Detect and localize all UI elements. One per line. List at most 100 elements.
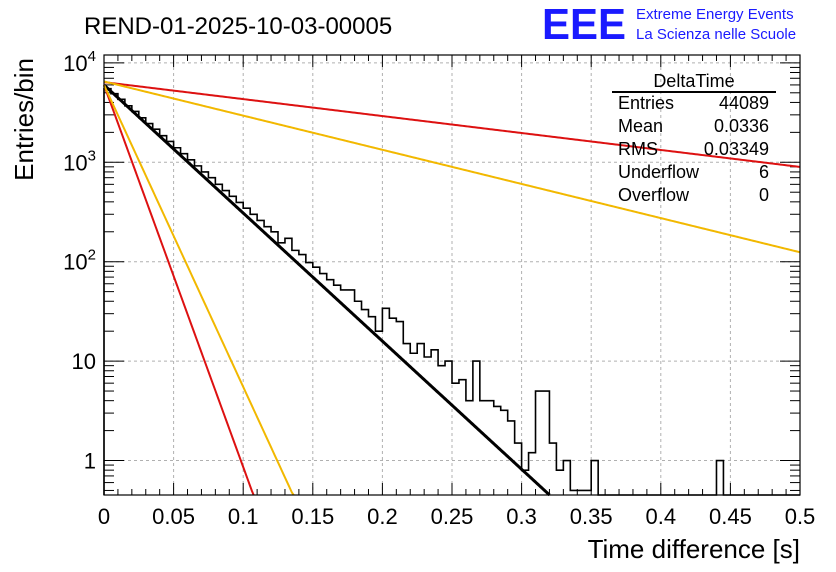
x-tick-label: 0.4 — [646, 504, 677, 529]
histogram-bin — [445, 361, 452, 495]
histogram-bin — [201, 172, 208, 495]
histogram-bin — [194, 166, 201, 495]
histogram-bin — [459, 380, 466, 495]
stats-label-entries: Entries — [618, 93, 674, 113]
histogram-bin — [306, 263, 313, 495]
x-tick-label: 0.35 — [570, 504, 613, 529]
histogram-bin — [153, 129, 160, 495]
histogram-bin — [327, 280, 334, 495]
histogram-bin — [536, 391, 543, 495]
histogram-bin — [229, 196, 236, 495]
histogram-bin — [563, 461, 570, 495]
stats-label-rms: RMS — [618, 139, 658, 159]
stats-value-mean: 0.0336 — [714, 116, 769, 136]
stats-box: DeltaTime Entries 44089 Mean 0.0336 RMS 0.033… — [612, 71, 776, 205]
histogram-bin — [542, 391, 549, 495]
histogram-bin — [396, 322, 403, 495]
x-tick-label: 0.15 — [291, 504, 334, 529]
x-tick-label: 0.05 — [152, 504, 195, 529]
histogram-bin — [466, 401, 473, 495]
histogram-bin — [341, 290, 348, 495]
y-tick-label: 103 — [63, 147, 96, 175]
stats-value-overflow: 0 — [759, 185, 769, 205]
y-tick-label: 102 — [63, 247, 96, 275]
histogram-bin — [529, 453, 536, 495]
histogram-bin — [410, 353, 417, 495]
histogram-bin — [111, 94, 118, 495]
curve-orange_shallow — [103, 80, 801, 254]
histogram-bin — [438, 366, 445, 495]
histogram-bin — [431, 350, 438, 495]
histogram-bin — [278, 243, 285, 495]
histogram-bin — [292, 250, 299, 495]
histogram-bin — [591, 461, 598, 495]
histogram-bin — [348, 290, 355, 495]
histogram-bin — [334, 285, 341, 495]
axis-ticks — [103, 55, 801, 495]
histogram-bin — [424, 357, 431, 495]
x-tick-label: 0.45 — [709, 504, 752, 529]
chart-title: REND-01-2025-10-03-00005 — [84, 13, 392, 40]
x-tick-label: 0.2 — [367, 504, 398, 529]
histogram-bin — [417, 344, 424, 495]
logo-line-2: La Scienza nelle Scuole — [636, 26, 796, 43]
histogram-bin — [368, 317, 375, 495]
x-axis-title: Time difference [s] — [588, 534, 800, 564]
x-tick-label: 0 — [98, 504, 110, 529]
x-tick-label: 0.1 — [228, 504, 259, 529]
x-tick-label: 0.25 — [431, 504, 474, 529]
histogram-bin — [160, 136, 167, 495]
histogram-bin — [320, 274, 327, 495]
histogram-bin — [257, 220, 264, 495]
y-tick-label: 10 — [72, 349, 96, 374]
histogram-bin — [389, 318, 396, 495]
histogram-bin — [174, 148, 181, 495]
histogram-bin — [125, 106, 132, 495]
histogram-bin — [480, 401, 487, 495]
histogram-bin — [167, 141, 174, 495]
histogram-bin — [355, 301, 362, 495]
stats-label-mean: Mean — [618, 116, 663, 136]
grid-lines — [104, 55, 800, 495]
stats-title: DeltaTime — [653, 71, 734, 91]
y-tick-label: 104 — [63, 48, 96, 76]
histogram-bin — [556, 470, 563, 495]
curve-orange_steep — [103, 84, 295, 496]
stats-label-overflow: Overflow — [618, 185, 690, 205]
histogram-bin — [299, 255, 306, 495]
stats-value-entries: 44089 — [719, 93, 769, 113]
histogram-bin — [285, 238, 292, 495]
curve-red_shallow — [103, 81, 801, 168]
curve-red_steep — [103, 84, 255, 496]
histogram-bin — [549, 443, 556, 495]
x-tick-label: 0.5 — [785, 504, 816, 529]
histogram-bin — [452, 383, 459, 495]
histogram-bin — [264, 227, 271, 495]
histogram-bin — [250, 214, 257, 495]
fit-curves-layer — [102, 80, 801, 497]
plot-frame — [103, 54, 801, 496]
histogram-bin — [716, 461, 723, 495]
histogram-bin — [382, 308, 389, 495]
eee-logo: EEE Extreme Energy Events La Scienza nel… — [542, 0, 796, 49]
x-tick-label: 0.3 — [506, 504, 537, 529]
histogram-bin — [208, 178, 215, 495]
histogram-bin — [362, 310, 369, 495]
histogram-bin — [487, 401, 494, 495]
histogram-bin — [118, 99, 125, 495]
y-tick-labels: 1 10 102 103 104 — [63, 48, 96, 474]
logo-line-1: Extreme Energy Events — [636, 6, 794, 23]
curve-fit — [102, 83, 551, 497]
stats-value-underflow: 6 — [759, 162, 769, 182]
stats-label-underflow: Underflow — [618, 162, 700, 182]
histogram-bin — [181, 154, 188, 495]
histogram-bin — [188, 160, 195, 495]
y-tick-label: 1 — [84, 449, 96, 474]
x-tick-labels: 0 0.05 0.1 0.15 0.2 0.25 0.3 0.35 0.4 0.45 0.5 — [98, 504, 815, 529]
eee-logo-mark: EEE — [542, 0, 626, 49]
histogram-bin — [313, 267, 320, 495]
histogram-bin — [243, 208, 250, 495]
stats-value-rms: 0.03349 — [704, 139, 769, 159]
histogram-bin — [375, 331, 382, 495]
